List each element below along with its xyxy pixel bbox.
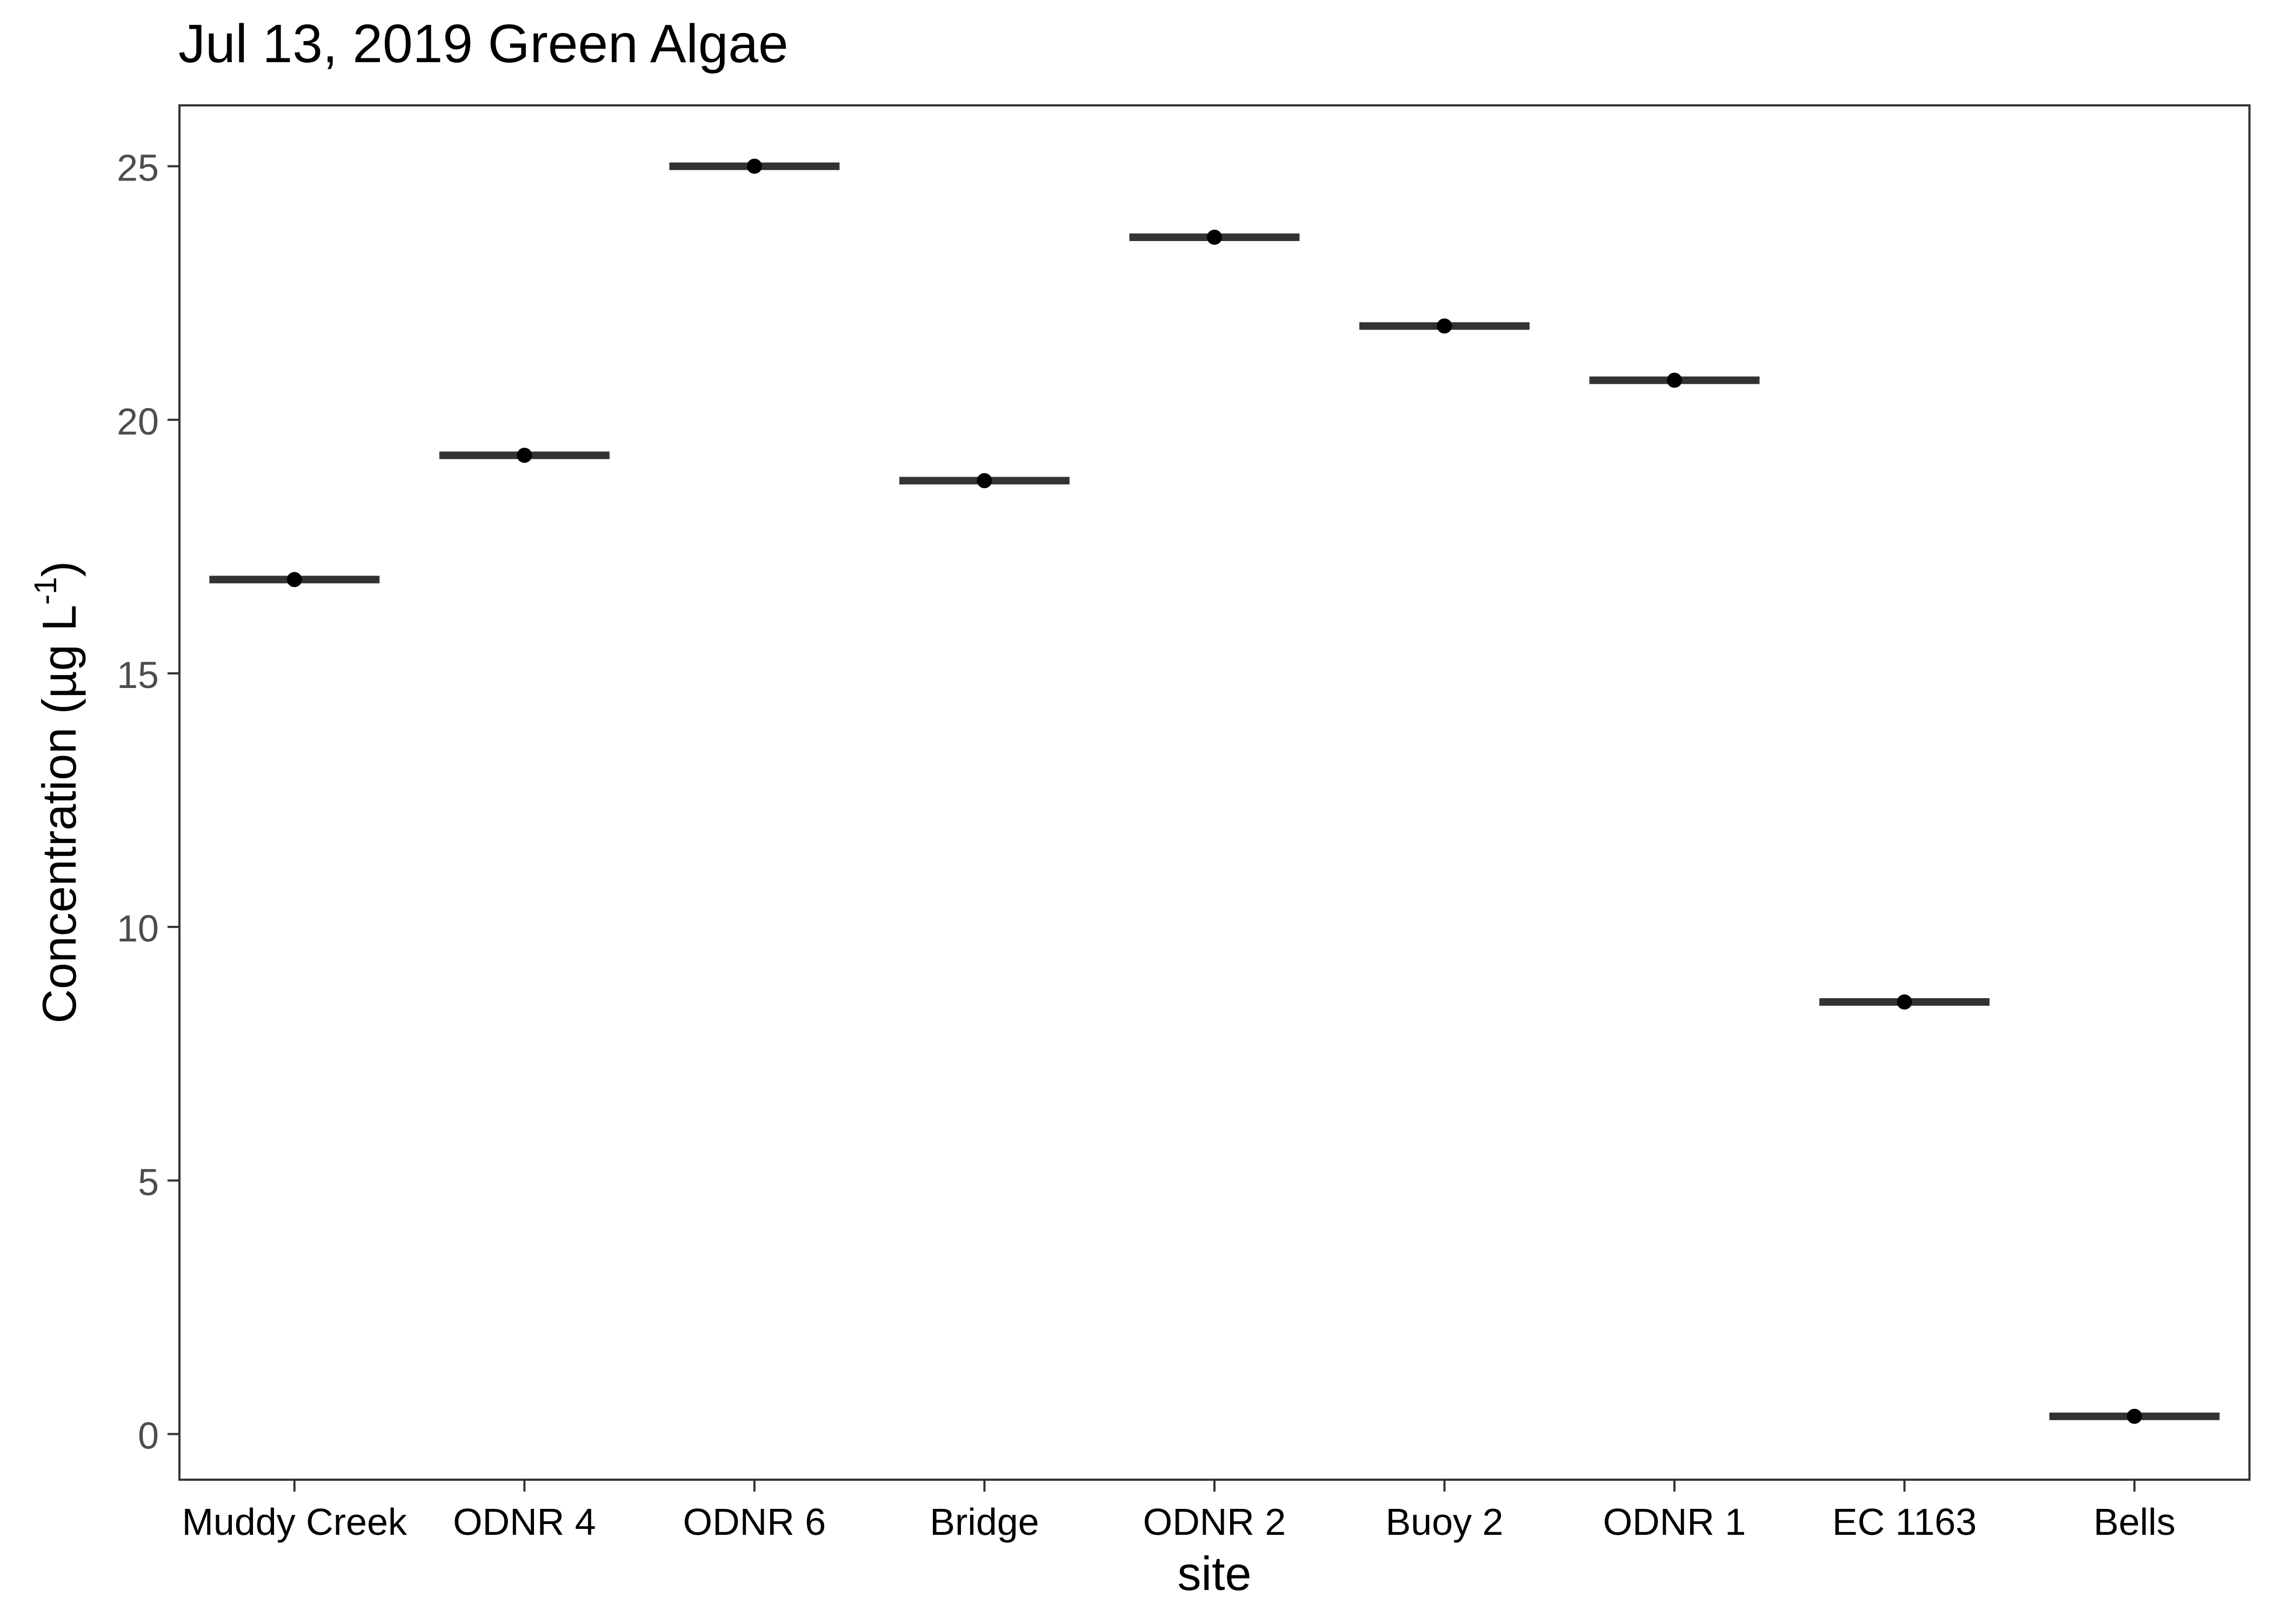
x-tick-label: ODNR 2: [1143, 1501, 1286, 1543]
x-axis-ticks: Muddy Creek ODNR 4 ODNR 6 Bridge ODNR 2 Buoy …: [182, 1480, 2175, 1543]
data-point: [746, 158, 762, 174]
data-point: [1897, 994, 1912, 1010]
data-point: [286, 572, 302, 587]
data-point: [1207, 229, 1222, 245]
y-tick-label: 5: [138, 1161, 159, 1203]
x-tick-label: Buoy 2: [1386, 1501, 1504, 1543]
data-point: [1667, 372, 1683, 388]
plot-panel: [178, 104, 2251, 1481]
y-axis-ticks: 0 5 10 15 20 25: [117, 147, 179, 1457]
x-tick-label: ODNR 4: [453, 1501, 596, 1543]
x-tick-label: Bridge: [930, 1501, 1039, 1543]
y-tick-label: 10: [117, 907, 159, 950]
x-axis-title: site: [1178, 1547, 1252, 1600]
data-point: [517, 447, 532, 463]
x-tick-label: Muddy Creek: [182, 1501, 408, 1543]
x-tick-label: ODNR 6: [683, 1501, 826, 1543]
y-axis-title: Concentration (µg L-1): [28, 561, 86, 1024]
y-axis-title-superscript: -1: [28, 577, 63, 605]
data-point: [2127, 1408, 2142, 1424]
x-tick-label: ODNR 1: [1603, 1501, 1746, 1543]
y-tick-label: 25: [117, 147, 159, 189]
y-tick-label: 15: [117, 654, 159, 696]
x-tick-label: EC 1163: [1832, 1501, 1977, 1543]
y-tick-label: 20: [117, 400, 159, 443]
data-marks: [209, 158, 2220, 1424]
chart-title: Jul 13, 2019 Green Algae: [178, 14, 789, 74]
data-point: [1437, 318, 1452, 334]
data-point: [977, 473, 992, 489]
y-tick-label: 0: [138, 1415, 159, 1457]
x-tick-label: Bells: [2093, 1501, 2175, 1543]
y-axis-title-suffix: ): [32, 561, 86, 577]
y-axis-title-main: Concentration (µg L: [32, 605, 86, 1024]
